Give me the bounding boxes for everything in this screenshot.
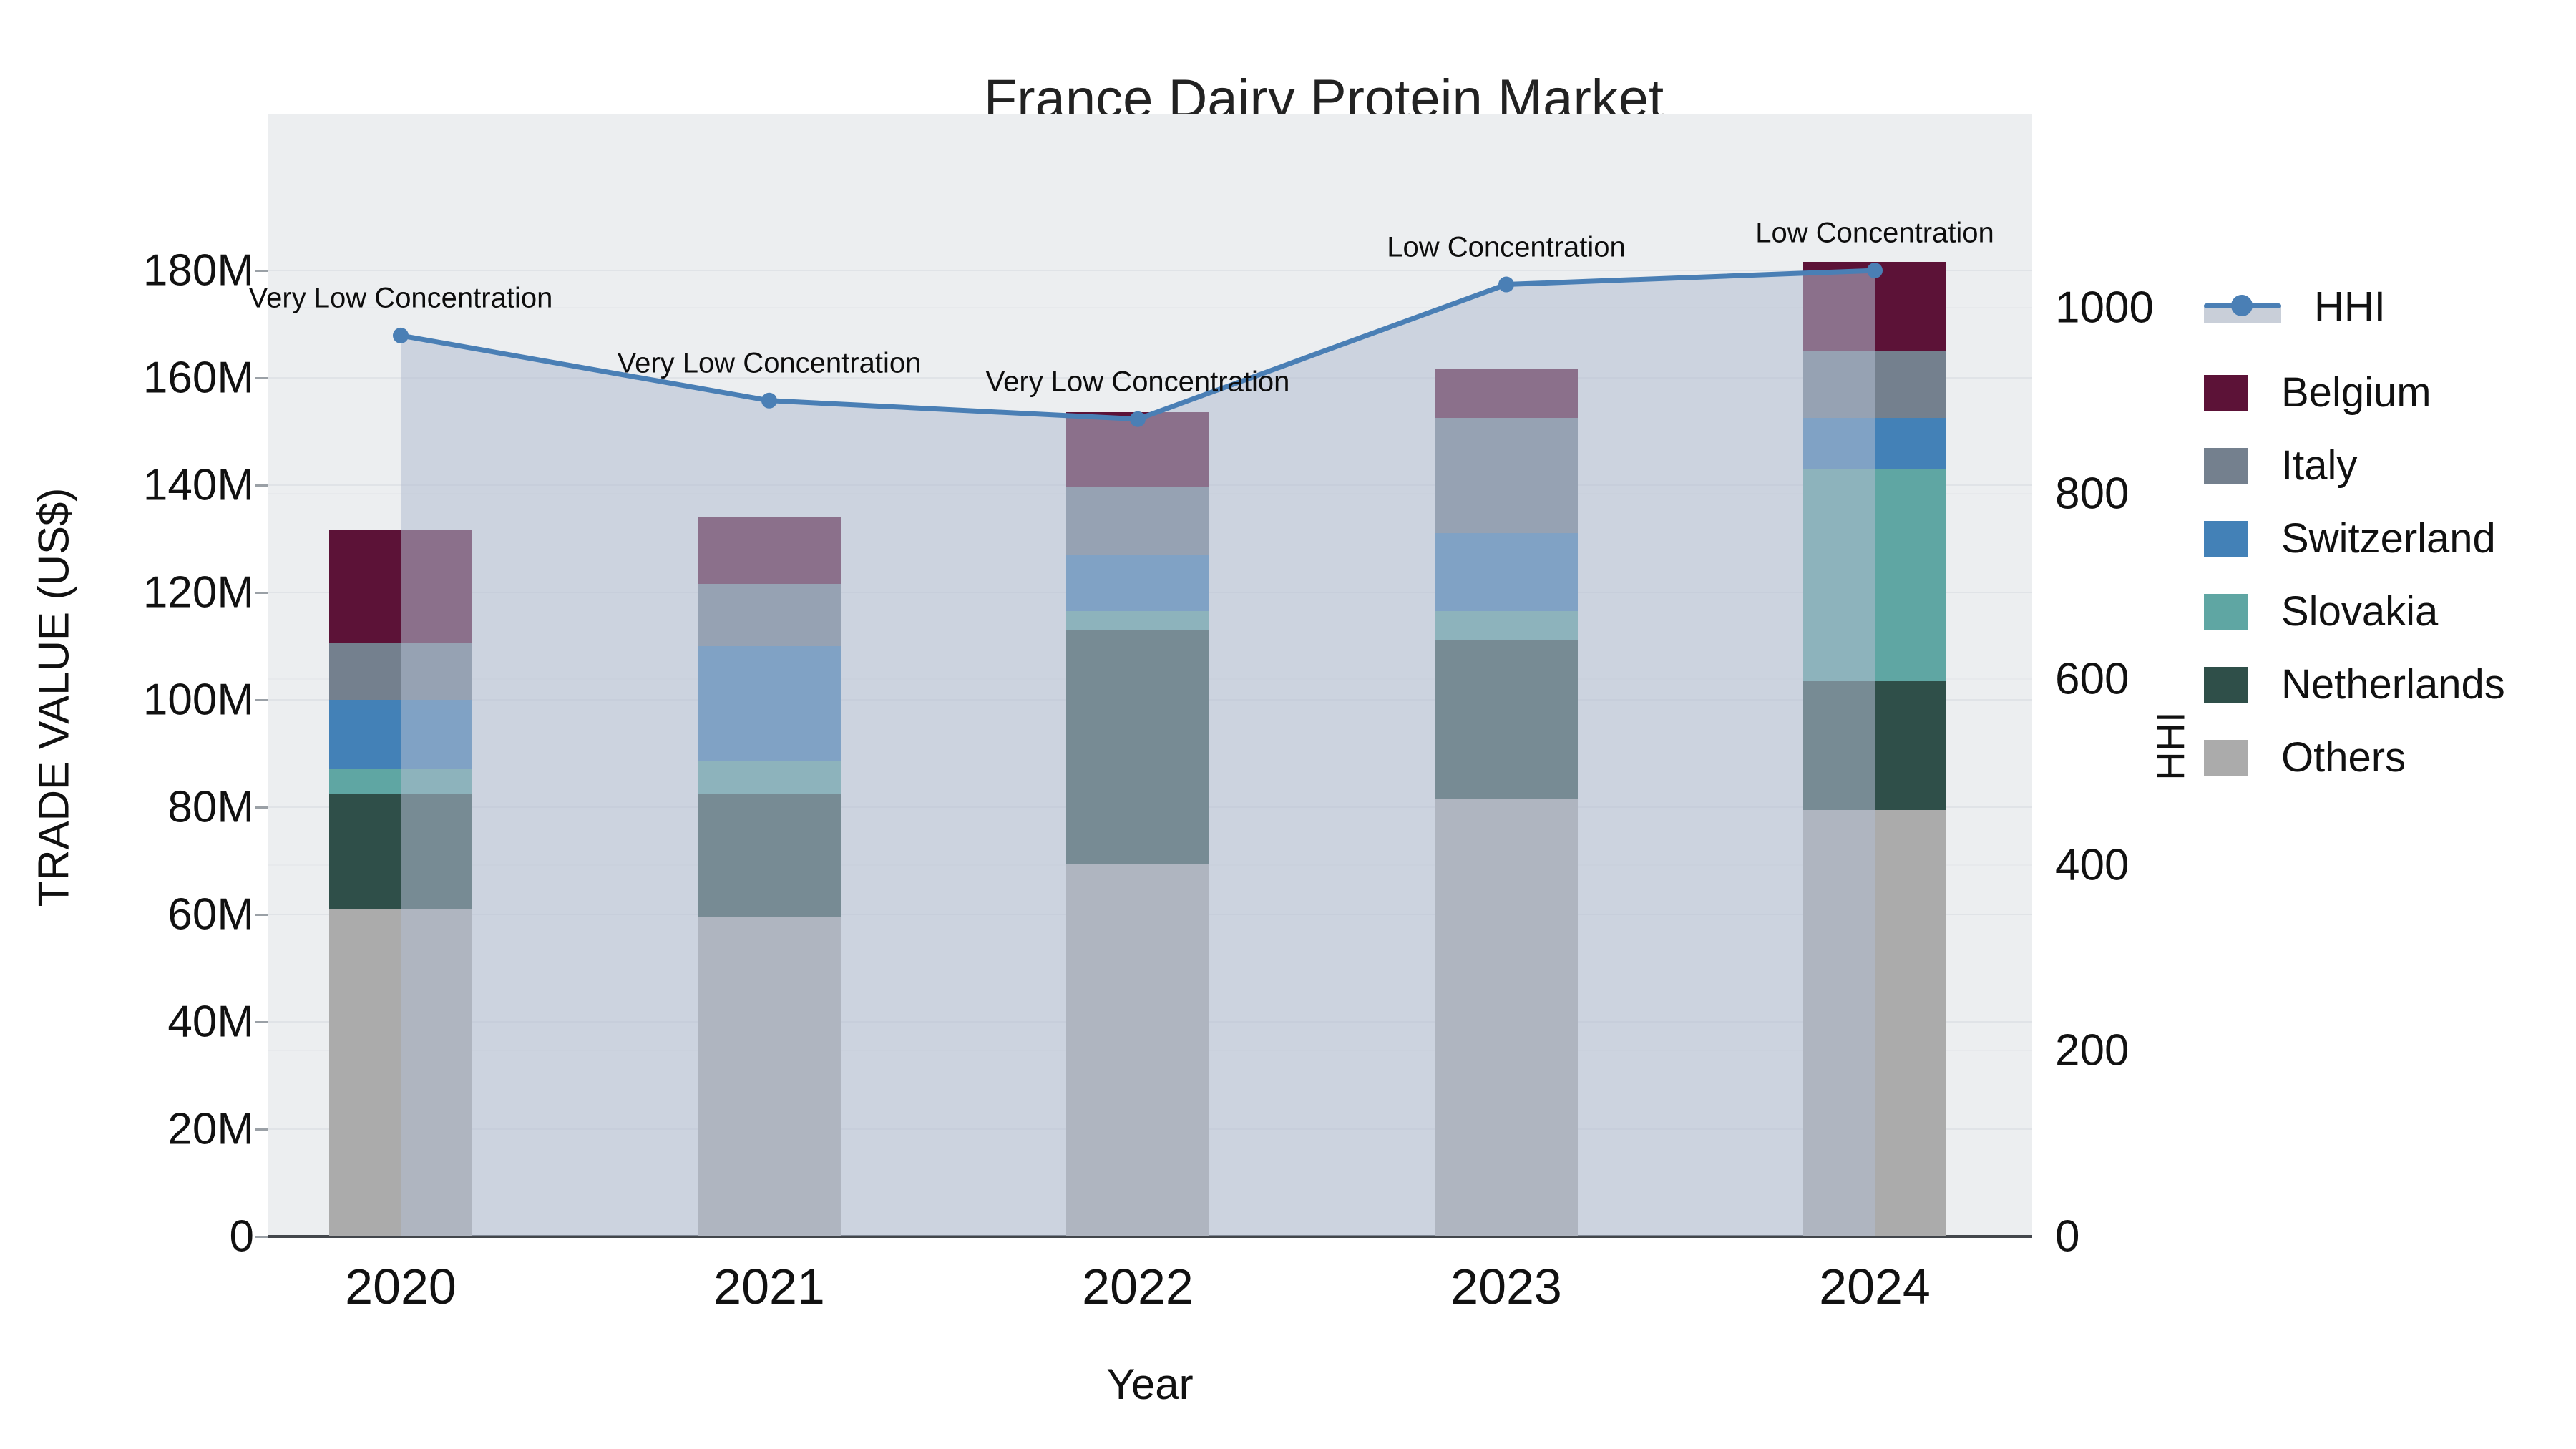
y-left-tick-label: 80M	[167, 782, 254, 832]
legend-label-hhi: HHI	[2314, 283, 2386, 330]
y-right-tick-label: 0	[2055, 1211, 2080, 1262]
x-tick-label-2021: 2021	[713, 1259, 825, 1314]
legend-label-others: Others	[2281, 734, 2406, 781]
legend-label-switzerland: Switzerland	[2281, 515, 2496, 562]
hhi-marker-2023[interactable]	[1498, 276, 1514, 293]
legend-swatch-switzerland	[2204, 520, 2248, 557]
x-axis-title: Year	[1106, 1360, 1194, 1408]
x-tick-label-2020: 2020	[345, 1259, 457, 1314]
y-right-tick-label: 600	[2055, 654, 2129, 704]
legend-item-hhi[interactable]: HHI	[2204, 283, 2386, 331]
y-right-tick-label: 200	[2055, 1025, 2129, 1075]
legend-label-slovakia: Slovakia	[2281, 588, 2439, 635]
legend-item-slovakia[interactable]: Slovakia	[2204, 587, 2438, 635]
legend-item-italy[interactable]: Italy	[2204, 441, 2357, 489]
hhi-marker-2021[interactable]	[761, 392, 777, 409]
gridline-left	[268, 269, 2032, 271]
x-axis-line	[268, 1235, 2032, 1238]
gridline-left	[268, 376, 2032, 379]
annotation-2021: Very Low Concentration	[617, 347, 922, 379]
annotation-2024: Low Concentration	[1755, 217, 1994, 249]
y-axis-title-right: HHI	[2147, 711, 2193, 781]
annotation-2023: Low Concentration	[1387, 231, 1626, 263]
hhi-marker-2020[interactable]	[393, 327, 409, 343]
y-left-tick-label: 20M	[167, 1104, 254, 1154]
y-left-tick-mark	[255, 698, 268, 701]
legend-label-italy: Italy	[2281, 442, 2358, 489]
legend-hhi-marker-dot	[2231, 294, 2253, 316]
hhi-marker-2022[interactable]	[1130, 411, 1146, 427]
y-right-tick-label: 1000	[2055, 283, 2154, 333]
y-left-tick-mark	[255, 1128, 268, 1131]
legend-label-belgium: Belgium	[2281, 369, 2431, 416]
legend-swatch-slovakia	[2204, 593, 2248, 630]
y-left-tick-label: 120M	[142, 567, 254, 618]
legend-item-others[interactable]: Others	[2204, 733, 2406, 781]
y-left-tick-mark	[255, 484, 268, 487]
y-right-tick-label: 400	[2055, 840, 2129, 890]
y-left-tick-mark	[255, 913, 268, 916]
legend-swatch-italy	[2204, 447, 2248, 484]
legend-item-netherlands[interactable]: Netherlands	[2204, 660, 2505, 708]
y-left-tick-label: 0	[229, 1211, 254, 1262]
x-tick-label-2023: 2023	[1450, 1259, 1562, 1314]
gridline-right	[268, 306, 2032, 308]
y-left-tick-label: 160M	[142, 353, 254, 403]
legend-label-netherlands: Netherlands	[2281, 661, 2505, 708]
legend-swatch-netherlands	[2204, 666, 2248, 703]
legend-swatch-others	[2204, 739, 2248, 776]
y-left-tick-mark	[255, 1236, 268, 1238]
hhi-area-fill	[401, 270, 1875, 1236]
hhi-marker-2024[interactable]	[1867, 263, 1883, 279]
y-left-tick-mark	[255, 269, 268, 272]
y-right-tick-label: 800	[2055, 469, 2129, 519]
legend-item-belgium[interactable]: Belgium	[2204, 369, 2431, 416]
y-left-tick-mark	[255, 1020, 268, 1023]
legend-item-switzerland[interactable]: Switzerland	[2204, 514, 2496, 562]
y-left-tick-mark	[255, 591, 268, 594]
y-left-tick-label: 180M	[142, 245, 254, 296]
annotation-2022: Very Low Concentration	[985, 366, 1290, 398]
y-left-tick-mark	[255, 806, 268, 809]
y-left-tick-label: 100M	[142, 675, 254, 725]
y-left-tick-label: 140M	[142, 460, 254, 510]
annotation-2020: Very Low Concentration	[248, 282, 553, 314]
y-left-tick-label: 40M	[167, 997, 254, 1047]
x-tick-label-2024: 2024	[1819, 1259, 1931, 1314]
y-left-tick-label: 60M	[167, 889, 254, 940]
hhi-line-layer	[393, 263, 1883, 1236]
legend-hhi-line-icon	[2204, 289, 2281, 325]
legend-swatch-belgium	[2204, 374, 2248, 411]
x-tick-label-2022: 2022	[1082, 1259, 1194, 1314]
y-left-tick-mark	[255, 376, 268, 379]
